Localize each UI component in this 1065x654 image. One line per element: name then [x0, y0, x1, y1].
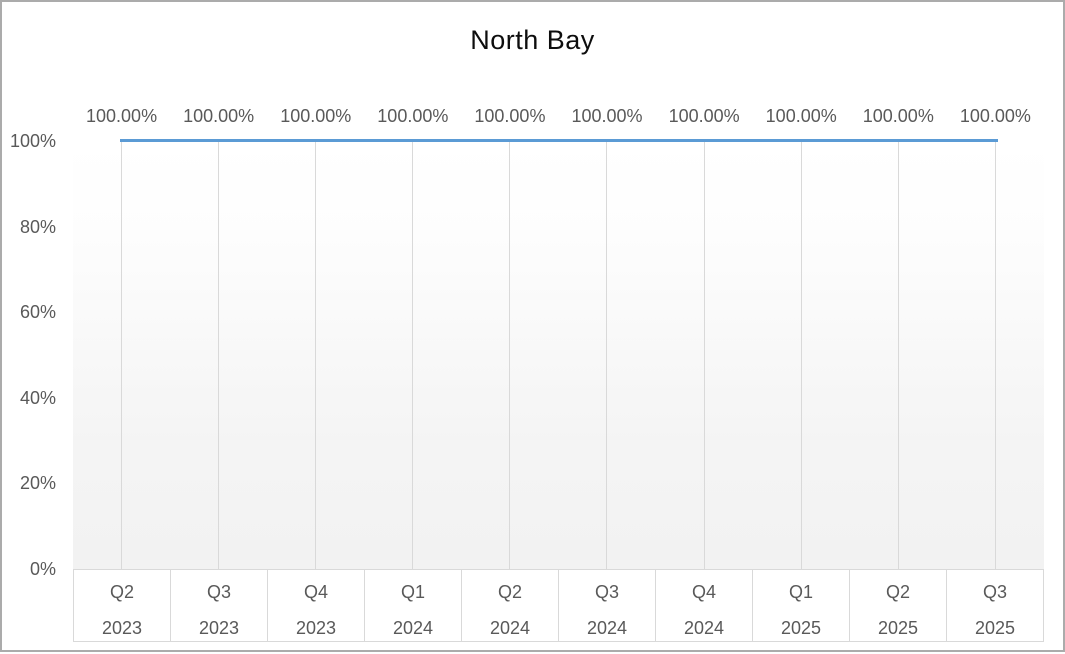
x-category-cell: Q2 2025 [850, 570, 947, 641]
y-tick-60: 60% [19, 302, 56, 322]
data-label: 100.00% [765, 106, 837, 126]
vertical-gridline [801, 141, 802, 569]
x-category-quarter: Q3 [594, 582, 619, 602]
y-axis: 100% 80% 60% 40% 20% 0% [2, 2, 56, 654]
x-category-year: 2023 [101, 618, 143, 638]
x-category-cell: Q2 2024 [462, 570, 559, 641]
vertical-gridline [606, 141, 607, 569]
vertical-gridline [121, 141, 122, 569]
x-category-quarter: Q1 [788, 582, 813, 602]
series-line-north-bay [120, 139, 998, 142]
vertical-gridline [509, 141, 510, 569]
vertical-gridline [218, 141, 219, 569]
chart-title: North Bay [470, 25, 595, 55]
x-category-cell: Q3 2025 [947, 570, 1043, 641]
x-category-year: 2024 [489, 618, 531, 638]
data-label: 100.00% [377, 106, 449, 126]
y-tick-100: 100% [9, 131, 56, 151]
x-category-cell: Q3 2024 [559, 570, 656, 641]
x-category-quarter: Q3 [206, 582, 231, 602]
x-category-cell: Q3 2023 [171, 570, 268, 641]
x-category-quarter: Q2 [109, 582, 134, 602]
vertical-gridline [995, 141, 996, 569]
vertical-gridline [704, 141, 705, 569]
data-label: 100.00% [571, 106, 643, 126]
x-category-cell: Q4 2023 [268, 570, 365, 641]
x-category-year: 2023 [295, 618, 337, 638]
x-category-quarter: Q3 [982, 582, 1007, 602]
x-category-quarter: Q4 [691, 582, 716, 602]
x-category-year: 2025 [974, 618, 1016, 638]
x-category-year: 2024 [683, 618, 725, 638]
x-category-quarter: Q2 [885, 582, 910, 602]
vertical-gridline [898, 141, 899, 569]
data-label: 100.00% [474, 106, 546, 126]
x-category-quarter: Q1 [400, 582, 425, 602]
x-category-cell: Q1 2024 [365, 570, 462, 641]
data-label: 100.00% [862, 106, 934, 126]
y-tick-20: 20% [19, 473, 56, 493]
data-label-row: 100.00% 100.00% 100.00% 100.00% 100.00% … [73, 105, 1044, 128]
data-label: 100.00% [86, 106, 158, 126]
data-label: 100.00% [668, 106, 740, 126]
x-category-year: 2024 [586, 618, 628, 638]
vertical-gridline [315, 141, 316, 569]
data-label: 100.00% [280, 106, 352, 126]
data-label: 100.00% [959, 106, 1031, 126]
x-category-cell: Q2 2023 [74, 570, 171, 641]
x-category-year: 2023 [198, 618, 240, 638]
y-tick-80: 80% [19, 217, 56, 237]
x-category-quarter: Q2 [497, 582, 522, 602]
plot-area [73, 141, 1044, 569]
x-category-quarter: Q4 [303, 582, 328, 602]
y-tick-0: 0% [29, 559, 56, 579]
vertical-gridline [412, 141, 413, 569]
x-category-year: 2025 [877, 618, 919, 638]
y-tick-40: 40% [19, 388, 56, 408]
x-category-cell: Q1 2025 [753, 570, 850, 641]
x-category-year: 2024 [392, 618, 434, 638]
x-category-cell: Q4 2024 [656, 570, 753, 641]
x-axis-category-row: Q2 2023 Q3 2023 Q4 2023 Q1 2024 Q2 2024 … [73, 569, 1044, 642]
x-category-year: 2025 [780, 618, 822, 638]
data-label: 100.00% [183, 106, 255, 126]
